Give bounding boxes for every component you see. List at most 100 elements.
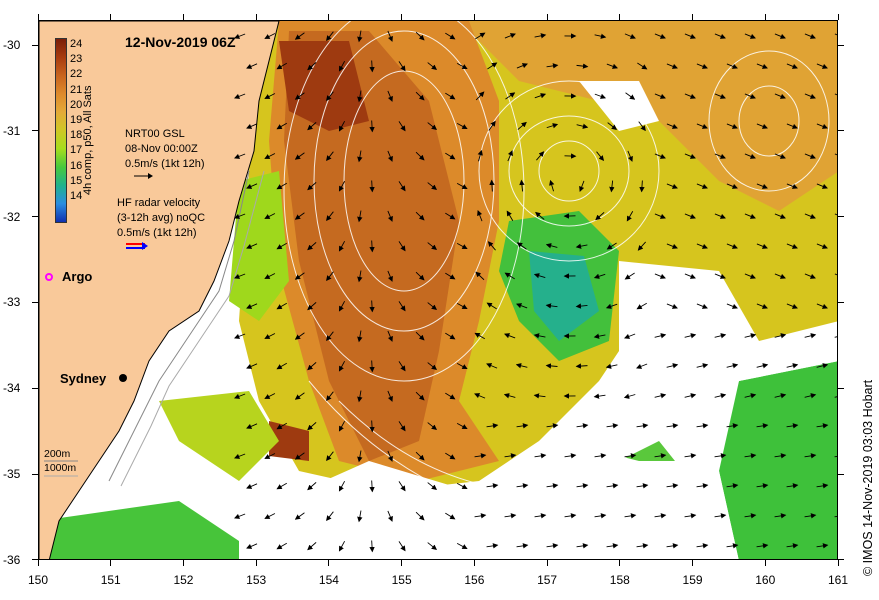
velocity-arrow (666, 123, 678, 129)
velocity-arrow (625, 92, 636, 100)
velocity-arrow (834, 153, 837, 156)
velocity-arrow (654, 213, 666, 219)
velocity-arrow (696, 243, 708, 249)
velocity-arrow (714, 273, 726, 279)
velocity-arrow (684, 33, 696, 39)
velocity-arrow (246, 303, 258, 309)
velocity-arrow (307, 242, 317, 251)
velocity-arrow (504, 33, 516, 39)
velocity-arrow (546, 423, 559, 429)
velocity-arrow (786, 123, 798, 129)
y-tick-mark (32, 130, 38, 132)
velocity-arrow (834, 93, 837, 96)
velocity-arrow (834, 273, 837, 276)
velocity-arrow (726, 303, 738, 309)
velocity-arrow (307, 362, 317, 371)
velocity-arrow (456, 542, 468, 550)
velocity-arrow (516, 242, 527, 250)
velocity-arrow (369, 540, 375, 553)
land-mass (39, 21, 280, 559)
velocity-arrow (246, 63, 258, 69)
velocity-arrow (666, 483, 679, 489)
velocity-arrow (326, 451, 334, 462)
velocity-arrow (654, 513, 667, 519)
velocity-arrow (756, 63, 768, 69)
velocity-arrow (264, 513, 276, 519)
velocity-arrow (307, 182, 317, 191)
velocity-arrow (654, 153, 666, 159)
velocity-arrow (607, 122, 618, 130)
velocity-arrow (804, 33, 816, 39)
velocity-arrow (606, 63, 618, 69)
velocity-arrow (387, 90, 393, 102)
velocity-arrow (326, 151, 334, 162)
velocity-arrow (714, 393, 727, 399)
velocity-arrow (445, 512, 456, 520)
y-tick-label: -32 (3, 209, 21, 224)
x-tick-label: 159 (682, 573, 703, 587)
y-tick-label: -30 (3, 38, 21, 52)
x-tick-mark (764, 560, 766, 566)
x-tick-mark (255, 560, 257, 566)
velocity-arrow (294, 512, 305, 520)
x-tick-label: 158 (609, 573, 630, 587)
velocity-arrow (456, 242, 468, 250)
map-area (38, 20, 838, 560)
velocity-arrow (264, 333, 276, 339)
x-tick-mark (692, 14, 694, 20)
velocity-arrow (804, 333, 817, 339)
velocity-arrow (564, 453, 577, 459)
velocity-arrow (786, 423, 799, 429)
velocity-arrow (338, 60, 346, 72)
velocity-arrow (804, 213, 816, 219)
velocity-arrow (486, 302, 497, 310)
velocity-arrow (246, 543, 258, 549)
velocity-arrow (415, 211, 425, 221)
velocity-arrow (804, 93, 816, 99)
velocity-arrow (398, 121, 406, 132)
velocity-arrow (427, 182, 438, 190)
velocity-arrow (357, 390, 363, 403)
velocity-arrow (834, 396, 837, 398)
velocity-arrow (756, 483, 769, 489)
velocity-arrow (307, 62, 317, 71)
velocity-arrow (246, 243, 258, 249)
velocity-arrow (369, 60, 375, 73)
velocity-arrow (636, 483, 649, 489)
velocity-arrow (398, 301, 406, 312)
x-tick-mark (110, 14, 112, 20)
velocity-arrow (456, 482, 468, 490)
velocity-arrow (326, 391, 334, 402)
velocity-arrow (666, 243, 678, 249)
velocity-arrow (834, 455, 837, 458)
velocity-arrow (546, 543, 559, 549)
velocity-arrow (487, 62, 498, 70)
nrt-legend-line3: 0.5m/s (1kt 12h) (125, 158, 205, 170)
y-tick-mark (838, 44, 844, 46)
velocity-arrow (726, 183, 738, 189)
velocity-arrow (326, 271, 334, 282)
velocity-arrow (234, 273, 246, 279)
velocity-arrow (666, 543, 679, 549)
y-tick-mark (838, 130, 844, 132)
y-tick-label: -33 (3, 295, 21, 310)
velocity-arrow (427, 302, 438, 310)
velocity-arrow (234, 513, 246, 519)
velocity-arrow (294, 392, 305, 400)
x-tick-label: 152 (173, 573, 194, 587)
velocity-arrow (475, 91, 485, 101)
velocity-arrow (475, 32, 486, 40)
x-tick-mark (255, 14, 257, 20)
velocity-arrow (357, 210, 363, 223)
velocity-arrow (456, 122, 468, 130)
velocity-arrow (606, 543, 619, 549)
colorbar-tick-label: 16 (70, 159, 83, 172)
velocity-arrow (726, 243, 738, 249)
velocity-arrow (516, 543, 529, 549)
x-tick-mark (546, 14, 548, 20)
velocity-arrow (474, 453, 487, 459)
y-tick-label: -35 (3, 467, 21, 481)
velocity-arrow (456, 62, 468, 70)
x-tick-mark (619, 14, 621, 20)
nrt-legend-line1: NRT00 GSL (125, 128, 185, 140)
